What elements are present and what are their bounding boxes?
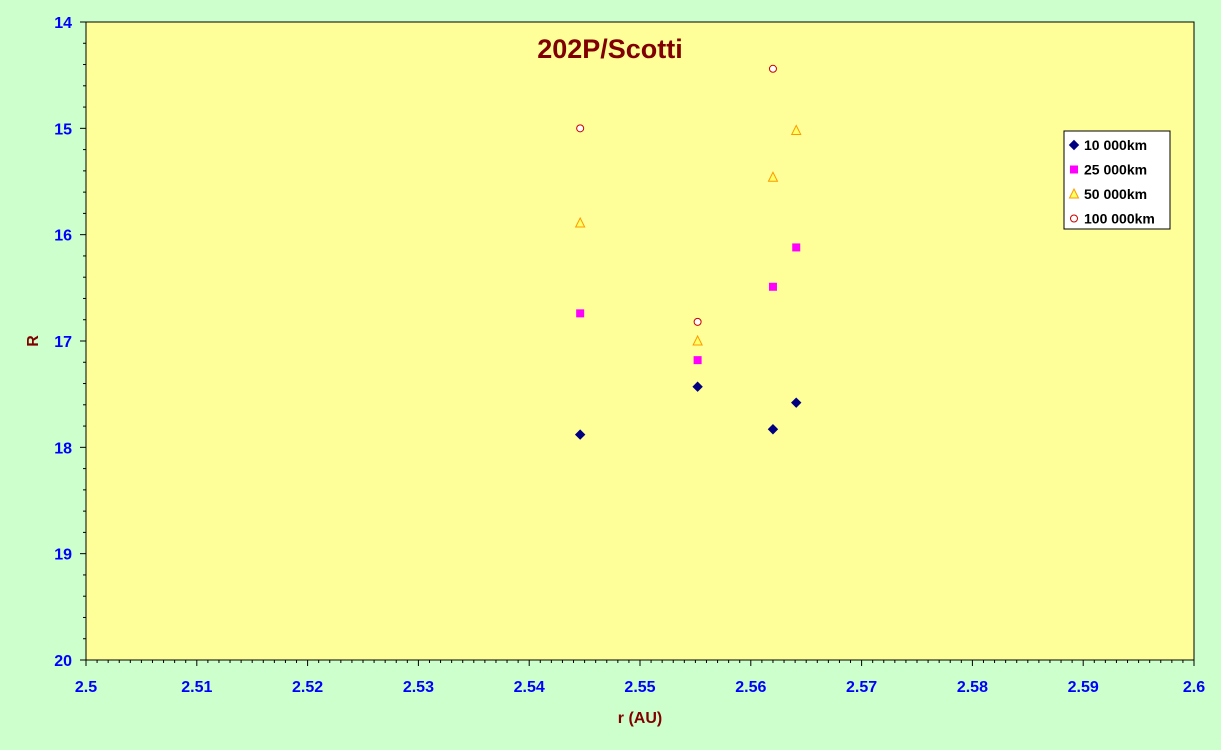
data-point <box>693 356 702 365</box>
data-point <box>792 243 801 252</box>
x-tick-label: 2.51 <box>181 679 212 696</box>
data-points <box>574 64 802 440</box>
x-tick-label: 2.58 <box>957 679 988 696</box>
legend-marker <box>1068 187 1080 199</box>
data-point <box>692 381 703 392</box>
x-tick-label: 2.52 <box>292 679 323 696</box>
data-point <box>576 309 585 318</box>
y-axis-title: R <box>25 335 42 347</box>
x-tick-label: 2.6 <box>1183 679 1205 696</box>
legend-label: 25 000km <box>1084 162 1147 178</box>
legend-marker <box>1070 165 1078 174</box>
x-tick-label: 2.55 <box>624 679 655 696</box>
y-tick-label: 17 <box>54 334 72 351</box>
y-tick-label: 20 <box>54 653 72 670</box>
x-tick-label: 2.54 <box>514 679 545 696</box>
y-tick-label: 15 <box>54 121 72 138</box>
data-point <box>768 64 777 73</box>
data-point <box>767 424 779 435</box>
x-tick-label: 2.53 <box>403 679 434 696</box>
x-tick-label: 2.5 <box>75 679 97 696</box>
axes <box>80 21 1195 666</box>
y-tick-label: 14 <box>54 15 72 32</box>
legend-box <box>1063 130 1171 230</box>
data-point <box>767 171 779 182</box>
x-axis-title: r (AU) <box>618 710 662 727</box>
x-tick-label: 2.56 <box>735 679 766 696</box>
data-point <box>791 397 802 408</box>
x-tick-label: 2.59 <box>1068 679 1099 696</box>
legend-label: 50 000km <box>1084 186 1147 202</box>
legend-marker <box>1068 139 1080 151</box>
legend-label: 100 000km <box>1084 211 1155 227</box>
plot-area <box>85 21 1195 661</box>
data-point <box>692 334 703 346</box>
data-point <box>576 124 585 133</box>
y-tick-label: 18 <box>54 440 72 457</box>
data-point <box>693 317 702 326</box>
y-tick-labels: 14 15 16 17 18 19 20 <box>54 15 72 670</box>
data-point <box>768 282 777 291</box>
x-tick-labels: 2.5 2.51 2.52 2.53 2.54 2.55 2.56 2.57 2.58 2.59 2… <box>75 679 1205 696</box>
x-tick-label: 2.57 <box>846 679 877 696</box>
legend: 10 000km 25 000km 50 000km 100 000km <box>1063 130 1171 230</box>
data-point <box>574 216 586 228</box>
y-tick-label: 16 <box>54 228 72 245</box>
data-point <box>790 124 802 135</box>
legend-marker <box>1070 214 1078 223</box>
chart-title: 202P/Scotti <box>537 34 683 64</box>
y-tick-label: 19 <box>54 547 72 564</box>
legend-label: 10 000km <box>1084 137 1147 153</box>
data-point <box>574 429 586 440</box>
